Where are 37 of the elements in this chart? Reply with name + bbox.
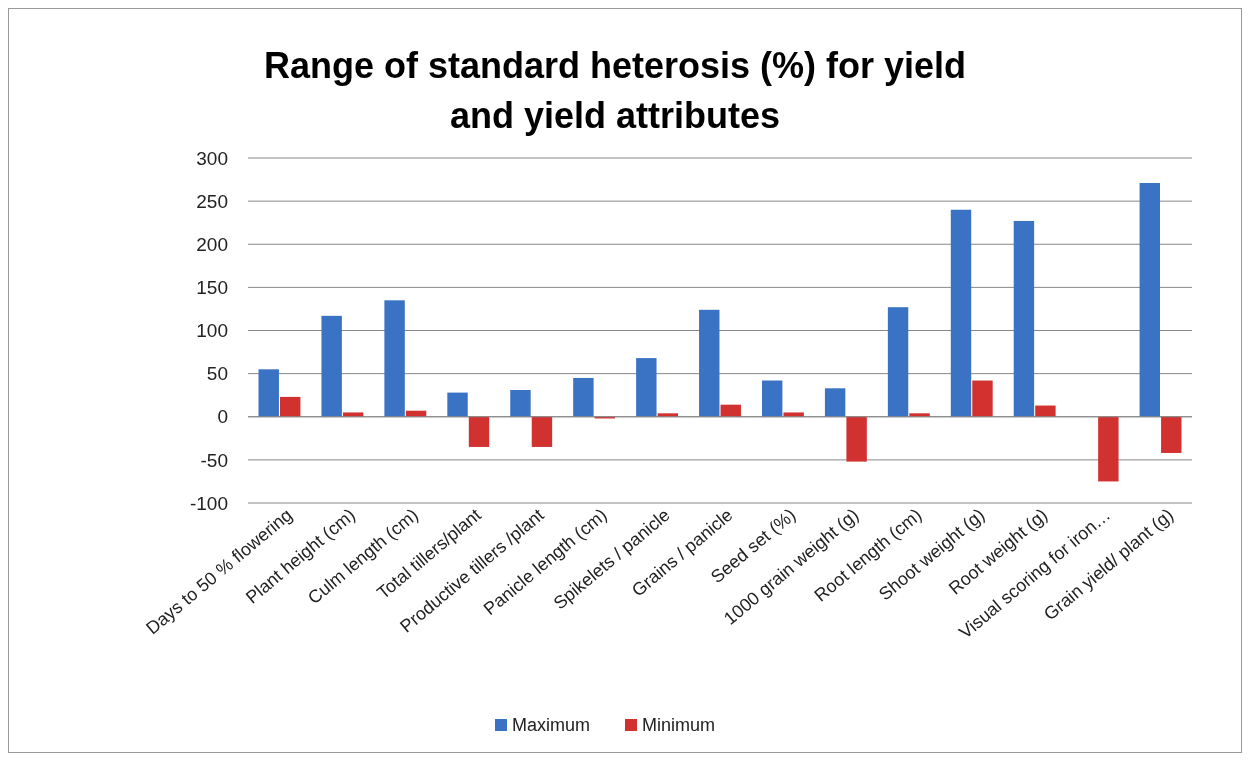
- bar: [258, 369, 279, 417]
- legend-label: Minimum: [642, 715, 716, 736]
- bar: [783, 412, 804, 417]
- bar: [950, 209, 972, 417]
- bar: [846, 416, 867, 462]
- chart-title: Range of standard heterosis (%) for yield and yield attributes: [263, 45, 967, 136]
- bar: [468, 416, 490, 447]
- bar: [824, 388, 846, 417]
- bar: [573, 377, 594, 417]
- bar: [1098, 416, 1119, 482]
- bar: [1139, 183, 1160, 417]
- bar: [280, 396, 301, 417]
- bar: [1035, 405, 1056, 417]
- bar: [1161, 416, 1182, 453]
- y-tick-label: 100: [196, 320, 228, 342]
- y-tick-label: 300: [196, 147, 228, 169]
- legend-label: Maximum: [512, 715, 591, 736]
- bar: [447, 392, 468, 417]
- bar: [699, 309, 720, 417]
- y-tick-label: -50: [200, 449, 228, 471]
- y-tick-label: 200: [196, 233, 228, 255]
- bar: [384, 300, 405, 417]
- bar: [972, 380, 993, 417]
- y-tick-label: -100: [189, 492, 228, 514]
- bar: [342, 412, 364, 417]
- bar: [909, 413, 930, 417]
- bar: [321, 315, 342, 417]
- bar: [531, 416, 553, 447]
- y-tick-label: 150: [196, 277, 228, 299]
- bar: [510, 390, 531, 417]
- bar: [636, 358, 657, 417]
- y-tick-label: 0: [217, 406, 228, 428]
- y-tick-label: 250: [196, 190, 228, 212]
- bar: [761, 380, 783, 417]
- y-tick-label: 50: [206, 363, 228, 385]
- bar: [887, 307, 909, 417]
- bar: [1013, 220, 1035, 417]
